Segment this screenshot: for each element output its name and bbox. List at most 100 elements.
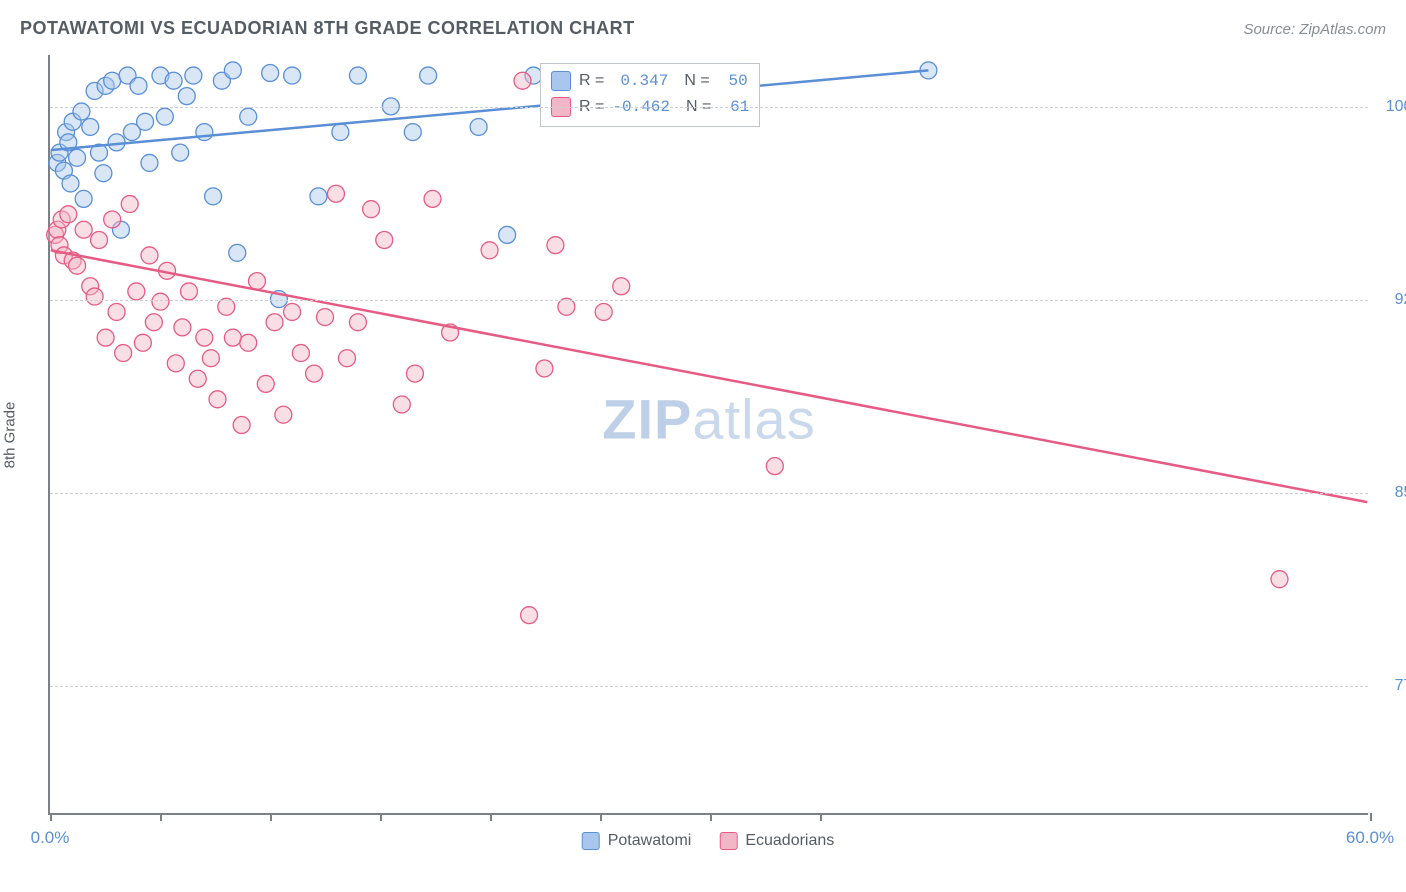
scatter-point bbox=[262, 65, 279, 82]
scatter-point bbox=[229, 244, 246, 261]
scatter-point bbox=[338, 350, 355, 367]
stats-legend-box: R =0.347N =50R =-0.462N =61 bbox=[540, 63, 760, 127]
scatter-point bbox=[69, 149, 86, 166]
scatter-point bbox=[240, 108, 257, 125]
scatter-point bbox=[156, 108, 173, 125]
scatter-point bbox=[240, 334, 257, 351]
scatter-point bbox=[224, 329, 241, 346]
x-tick bbox=[1370, 813, 1372, 821]
stats-row: R =0.347N =50 bbox=[551, 68, 749, 94]
scatter-point bbox=[521, 607, 538, 624]
scatter-point bbox=[104, 72, 121, 89]
scatter-point bbox=[310, 188, 327, 205]
scatter-point bbox=[152, 293, 169, 310]
scatter-point bbox=[420, 67, 437, 84]
scatter-point bbox=[393, 396, 410, 413]
scatter-point bbox=[75, 190, 92, 207]
scatter-point bbox=[1271, 571, 1288, 588]
y-tick-label: 92.5% bbox=[1395, 291, 1406, 309]
scatter-point bbox=[145, 314, 162, 331]
source-attribution: Source: ZipAtlas.com bbox=[1243, 21, 1386, 38]
y-tick-label: 77.5% bbox=[1395, 677, 1406, 695]
y-tick-label: 100.0% bbox=[1386, 98, 1406, 116]
scatter-point bbox=[470, 118, 487, 135]
gridline-h bbox=[50, 300, 1368, 301]
scatter-point bbox=[558, 298, 575, 315]
x-tick bbox=[710, 813, 712, 821]
r-value: 0.347 bbox=[612, 72, 668, 90]
scatter-svg bbox=[50, 55, 1368, 813]
title-row: POTAWATOMI VS ECUADORIAN 8TH GRADE CORRE… bbox=[20, 18, 1386, 39]
x-tick bbox=[380, 813, 382, 821]
scatter-point bbox=[218, 298, 235, 315]
x-tick bbox=[160, 813, 162, 821]
scatter-point bbox=[306, 365, 323, 382]
scatter-point bbox=[292, 345, 309, 362]
scatter-point bbox=[595, 303, 612, 320]
chart-title: POTAWATOMI VS ECUADORIAN 8TH GRADE CORRE… bbox=[20, 18, 635, 39]
scatter-point bbox=[69, 257, 86, 274]
scatter-point bbox=[406, 365, 423, 382]
y-axis-label: 8th Grade bbox=[2, 402, 19, 469]
scatter-point bbox=[141, 154, 158, 171]
scatter-point bbox=[60, 206, 77, 223]
scatter-point bbox=[424, 190, 441, 207]
scatter-point bbox=[266, 314, 283, 331]
scatter-point bbox=[233, 417, 250, 434]
scatter-point bbox=[75, 221, 92, 238]
scatter-point bbox=[257, 375, 274, 392]
scatter-point bbox=[189, 370, 206, 387]
scatter-point bbox=[141, 247, 158, 264]
scatter-point bbox=[82, 118, 99, 135]
scatter-point bbox=[196, 329, 213, 346]
scatter-point bbox=[363, 201, 380, 218]
scatter-point bbox=[536, 360, 553, 377]
scatter-point bbox=[97, 329, 114, 346]
scatter-point bbox=[172, 144, 189, 161]
plot-area: ZIPatlas R =0.347N =50R =-0.462N =61 77.… bbox=[48, 55, 1368, 815]
scatter-point bbox=[349, 314, 366, 331]
scatter-point bbox=[613, 278, 630, 295]
scatter-point bbox=[130, 77, 147, 94]
scatter-point bbox=[514, 72, 531, 89]
chart-container: POTAWATOMI VS ECUADORIAN 8TH GRADE CORRE… bbox=[0, 0, 1406, 892]
gridline-h bbox=[50, 493, 1368, 494]
legend-swatch bbox=[719, 832, 737, 850]
scatter-point bbox=[481, 242, 498, 259]
scatter-point bbox=[404, 124, 421, 141]
scatter-point bbox=[766, 458, 783, 475]
scatter-point bbox=[376, 232, 393, 249]
scatter-point bbox=[284, 67, 301, 84]
gridline-h bbox=[50, 686, 1368, 687]
scatter-point bbox=[275, 406, 292, 423]
scatter-point bbox=[249, 273, 266, 290]
x-tick-label: 60.0% bbox=[1346, 828, 1394, 848]
stats-swatch bbox=[551, 71, 571, 91]
scatter-point bbox=[108, 303, 125, 320]
legend-label: Ecuadorians bbox=[745, 832, 834, 850]
scatter-point bbox=[121, 196, 138, 213]
scatter-point bbox=[178, 88, 195, 105]
scatter-point bbox=[499, 226, 516, 243]
n-value: 50 bbox=[718, 72, 748, 90]
n-label: N = bbox=[684, 72, 709, 90]
scatter-point bbox=[317, 309, 334, 326]
scatter-point bbox=[332, 124, 349, 141]
x-tick bbox=[820, 813, 822, 821]
y-tick-label: 85.0% bbox=[1395, 484, 1406, 502]
scatter-point bbox=[91, 232, 108, 249]
trend-line bbox=[51, 250, 1368, 502]
scatter-point bbox=[196, 124, 213, 141]
scatter-point bbox=[167, 355, 184, 372]
scatter-point bbox=[328, 185, 345, 202]
scatter-point bbox=[104, 211, 121, 228]
scatter-point bbox=[185, 67, 202, 84]
scatter-point bbox=[134, 334, 151, 351]
scatter-point bbox=[86, 288, 103, 305]
scatter-point bbox=[284, 303, 301, 320]
gridline-h bbox=[50, 107, 1368, 108]
scatter-point bbox=[165, 72, 182, 89]
x-tick bbox=[50, 813, 52, 821]
scatter-point bbox=[115, 345, 132, 362]
scatter-point bbox=[128, 283, 145, 300]
